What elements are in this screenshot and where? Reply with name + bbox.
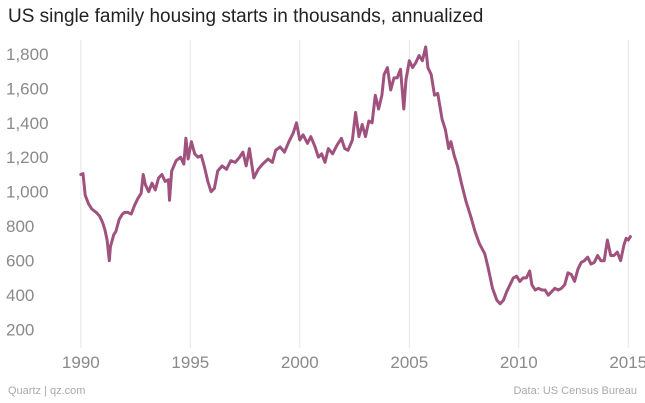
y-tick-label: 200 [6,321,34,340]
x-tick-label: 2015 [609,353,645,372]
y-tick-label: 1,400 [6,114,49,133]
y-tick-label: 1,000 [6,183,49,202]
y-tick-label: 400 [6,286,34,305]
x-tick-label: 1990 [62,353,100,372]
source-credit: Quartz | qz.com [8,385,86,397]
y-tick-label: 1,800 [6,45,49,64]
x-tick-label: 2005 [390,353,428,372]
x-tick-label: 2010 [500,353,538,372]
series-layer [79,45,632,306]
x-axis-tick-labels: 1990 1995 2000 2005 2010 2015 [62,353,645,372]
x-tick-label: 2000 [281,353,319,372]
y-tick-label: 1,600 [6,79,49,98]
y-tick-label: 1,200 [6,148,49,167]
chart-title: US single family housing starts in thous… [8,6,484,27]
y-axis-tick-labels: 1,800 1,600 1,400 1,200 1,000 800 600 400 200 [6,45,49,340]
x-tick-label: 1995 [171,353,209,372]
series-line-0 [79,45,632,306]
y-tick-label: 600 [6,252,34,271]
gridlines [80,40,629,348]
y-tick-label: 800 [6,217,34,236]
data-source: Data: US Census Bureau [513,385,637,397]
